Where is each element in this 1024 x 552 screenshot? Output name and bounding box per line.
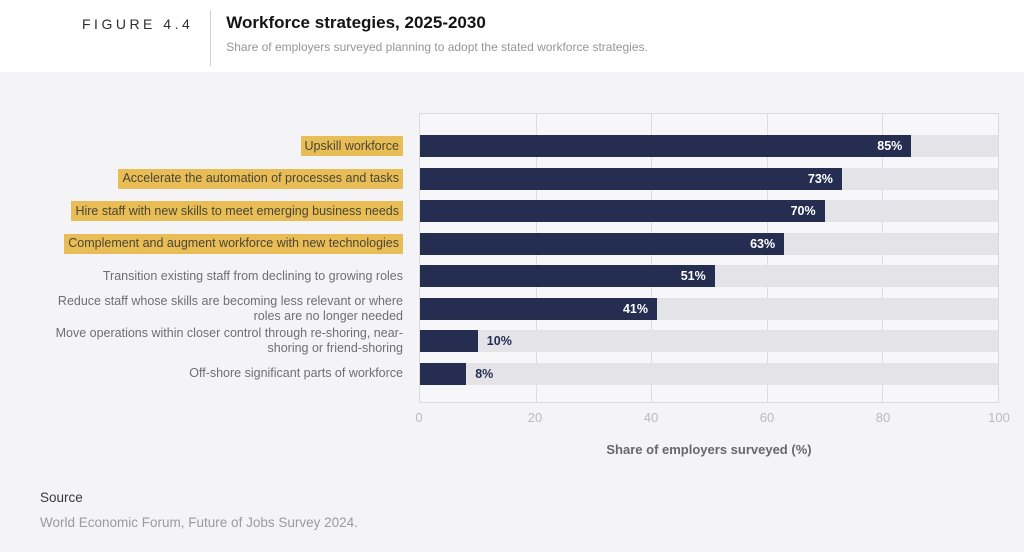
bar-track: 70% (420, 200, 998, 223)
bar-track: 51% (420, 265, 998, 288)
x-tick-label: 100 (988, 410, 1010, 425)
bar (420, 362, 467, 385)
x-axis-title: Share of employers surveyed (%) (606, 442, 812, 457)
x-tick-label: 80 (875, 410, 891, 425)
bar-track: 10% (420, 330, 998, 353)
category-label-row: Move operations within closer control th… (40, 325, 403, 358)
bar-row: 85% (420, 130, 998, 163)
x-axis-ticks: 0 20 40 60 80 100 (415, 403, 1009, 427)
category-labels-column: Upskill workforce Accelerate the automati… (40, 113, 403, 457)
category-label: Off-shore significant parts of workforce (189, 366, 403, 381)
category-label: Transition existing staff from declining… (102, 268, 403, 283)
grid-line (766, 114, 768, 402)
value-label: 73% (807, 171, 833, 186)
bar: 85% (420, 135, 912, 158)
bar-row: 63% (420, 228, 998, 261)
bar-track: 41% (420, 297, 998, 320)
value-label: 8% (475, 366, 494, 381)
category-label-highlighted: Hire staff with new skills to meet emerg… (71, 201, 403, 222)
bar-track: 85% (420, 135, 998, 158)
source-heading: Source (40, 490, 83, 505)
category-label-row: Upskill workforce (40, 130, 403, 163)
figure-number-label: FIGURE 4.4 (82, 16, 194, 32)
value-label: 85% (877, 139, 903, 154)
bar-track: 8% (420, 362, 998, 385)
value-label: 63% (750, 236, 776, 251)
category-label-highlighted: Complement and augment workforce with ne… (64, 233, 403, 254)
bar-row: 41% (420, 293, 998, 326)
bar-track: 63% (420, 232, 998, 255)
bar: 51% (420, 265, 715, 288)
category-label-row: Hire staff with new skills to meet emerg… (40, 195, 403, 228)
value-label: 41% (622, 301, 648, 316)
bar: 41% (420, 297, 657, 320)
bar-row: 51% (420, 260, 998, 293)
x-tick-label: 20 (527, 410, 543, 425)
bars-layer: 85% 73% 70% 63% 51% 41% 10% 8% (420, 130, 998, 390)
bar: 70% (420, 200, 825, 223)
figure-title: Workforce strategies, 2025-2030 (226, 13, 486, 32)
source-block: Source World Economic Forum, Future of J… (40, 490, 1024, 530)
bar (420, 330, 478, 353)
plot-area: 85% 73% 70% 63% 51% 41% 10% 8% (419, 113, 999, 403)
category-label-highlighted: Upskill workforce (300, 136, 403, 157)
category-label-row: Accelerate the automation of processes a… (40, 163, 403, 196)
bar: 73% (420, 167, 842, 190)
value-label: 51% (680, 269, 706, 284)
category-label-row: Complement and augment workforce with ne… (40, 228, 403, 261)
category-label: Move operations within closer control th… (55, 326, 403, 356)
category-label-row: Transition existing staff from declining… (40, 260, 403, 293)
grid-line (535, 114, 537, 402)
bar-track: 73% (420, 167, 998, 190)
bar-row: 8% (420, 358, 998, 391)
bar-row: 10% (420, 325, 998, 358)
x-tick-label: 60 (759, 410, 775, 425)
category-label-row: Reduce staff whose skills are becoming l… (40, 293, 403, 326)
value-label: 70% (790, 204, 816, 219)
grid-line (882, 114, 884, 402)
bar-chart: Upskill workforce Accelerate the automati… (40, 72, 1024, 457)
bar-row: 70% (420, 195, 998, 228)
plot-stack: 85% 73% 70% 63% 51% 41% 10% 8% 0 20 40 60 80 100 Sha… (415, 113, 1010, 457)
bar-row: 73% (420, 163, 998, 196)
source-text: World Economic Forum, Future of Jobs Sur… (40, 515, 358, 530)
category-label-highlighted: Accelerate the automation of processes a… (118, 168, 403, 189)
figure-header: FIGURE 4.4 Workforce strategies, 2025-20… (0, 0, 1024, 72)
grid-line (651, 114, 653, 402)
x-tick-label: 0 (415, 410, 423, 425)
value-label: 10% (486, 334, 512, 349)
x-tick-label: 40 (643, 410, 659, 425)
bar: 63% (420, 232, 785, 255)
figure-titles: Workforce strategies, 2025-2030 Share of… (226, 8, 648, 54)
figure-subtitle: Share of employers surveyed planning to … (226, 40, 648, 54)
category-label-row: Off-shore significant parts of workforce (40, 358, 403, 391)
category-label: Reduce staff whose skills are becoming l… (57, 293, 403, 323)
header-divider (210, 10, 212, 66)
